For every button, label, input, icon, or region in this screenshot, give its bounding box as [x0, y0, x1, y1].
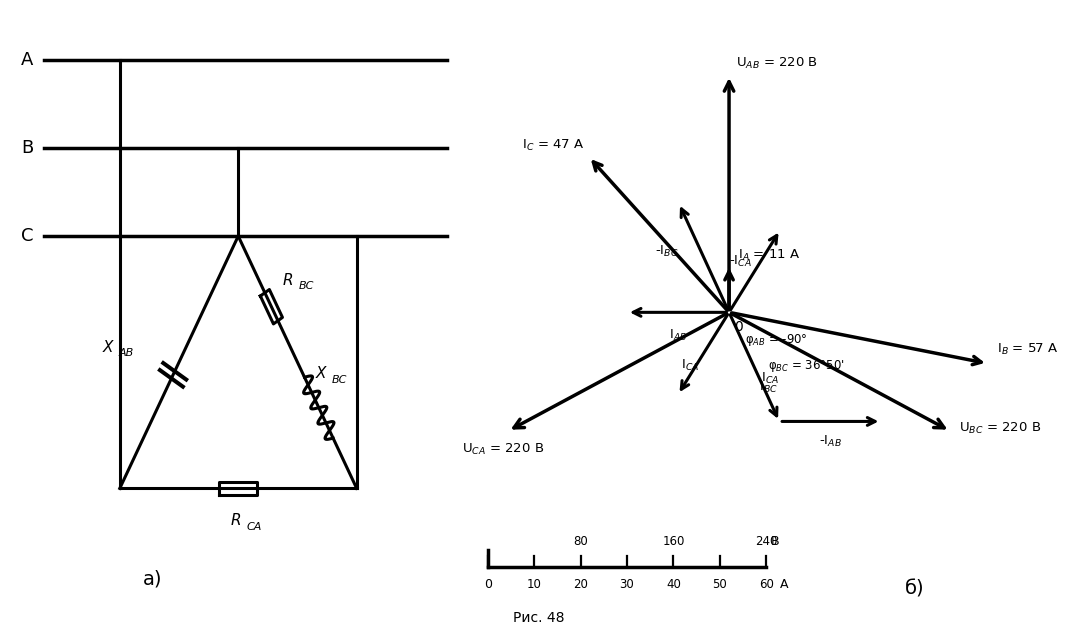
- Text: φ$_{BC}$ = 36°50': φ$_{BC}$ = 36°50': [769, 358, 845, 374]
- Text: AB: AB: [118, 348, 134, 358]
- Text: 0: 0: [484, 578, 492, 591]
- Text: U$_{BC}$ = 220 В: U$_{BC}$ = 220 В: [960, 422, 1041, 437]
- Text: X: X: [102, 340, 113, 355]
- Text: -I$_{AB}$: -I$_{AB}$: [819, 434, 842, 449]
- Text: BC: BC: [298, 281, 313, 291]
- Text: б): б): [905, 579, 924, 598]
- Text: CA: CA: [247, 522, 262, 531]
- Text: 10: 10: [527, 578, 542, 591]
- Text: U$_{AB}$ = 220 В: U$_{AB}$ = 220 В: [736, 56, 819, 71]
- Text: -I$_{CA}$: -I$_{CA}$: [729, 254, 752, 269]
- Text: BC: BC: [332, 375, 347, 385]
- Text: 160: 160: [662, 534, 685, 548]
- Text: Рис. 48: Рис. 48: [513, 611, 564, 625]
- Text: I$_{AB}$: I$_{AB}$: [669, 327, 687, 343]
- Text: I$_{CA}$: I$_{CA}$: [761, 371, 780, 386]
- Text: 50: 50: [712, 578, 727, 591]
- Text: 0: 0: [733, 321, 743, 334]
- Text: а): а): [143, 570, 163, 589]
- Text: I$_{CA}$: I$_{CA}$: [681, 358, 699, 373]
- Text: 40: 40: [666, 578, 681, 591]
- Text: I$_A$ = 11 А: I$_A$ = 11 А: [739, 247, 800, 262]
- Text: А: А: [780, 578, 788, 591]
- Text: -I$_{BC}$: -I$_{BC}$: [655, 244, 679, 259]
- Text: 80: 80: [573, 534, 588, 548]
- Text: 20: 20: [573, 578, 588, 591]
- Text: I$_{BC}$: I$_{BC}$: [759, 380, 778, 395]
- Text: C: C: [22, 227, 33, 245]
- Text: B: B: [22, 139, 33, 157]
- Text: 60: 60: [758, 578, 773, 591]
- Text: I$_C$ = 47 А: I$_C$ = 47 А: [522, 138, 584, 153]
- Text: 240: 240: [755, 534, 778, 548]
- Text: X: X: [316, 367, 326, 382]
- Text: R: R: [230, 513, 241, 528]
- Text: φ$_{AB}$ = -90°: φ$_{AB}$ = -90°: [745, 333, 808, 348]
- Text: I$_B$ = 57 А: I$_B$ = 57 А: [997, 342, 1059, 357]
- Text: 30: 30: [619, 578, 634, 591]
- Text: U$_{CA}$ = 220 В: U$_{CA}$ = 220 В: [462, 442, 545, 457]
- Text: В: В: [771, 534, 780, 548]
- Text: R: R: [282, 273, 293, 288]
- Text: A: A: [22, 51, 33, 69]
